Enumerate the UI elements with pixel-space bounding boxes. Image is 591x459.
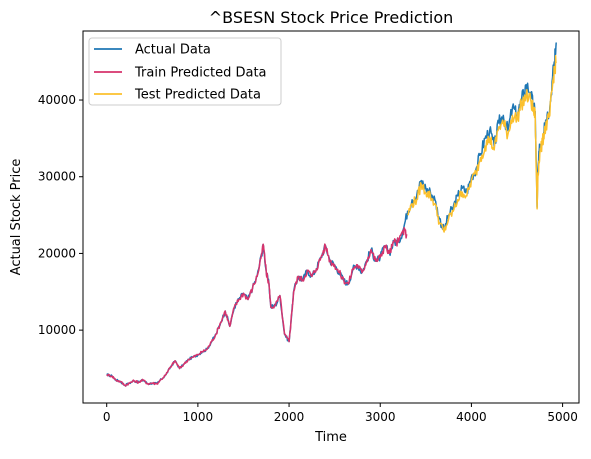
- y-tick-label: 40000: [38, 93, 76, 107]
- y-tick-label: 10000: [38, 323, 76, 337]
- series-line-train: [106, 227, 408, 387]
- x-tick-label: 5000: [547, 410, 578, 424]
- legend-label-train: Train Predicted Data: [134, 66, 267, 81]
- y-tick-label: 30000: [38, 170, 76, 184]
- legend-box: [88, 37, 282, 106]
- plot-frame: [82, 30, 580, 404]
- x-tick-label: 2000: [274, 410, 305, 424]
- x-tick-label: 1000: [183, 410, 214, 424]
- x-tick-label: 3000: [365, 410, 396, 424]
- x-tick-label: 4000: [456, 410, 487, 424]
- legend-label-test: Test Predicted Data: [134, 88, 261, 103]
- y-tick-label: 20000: [38, 246, 76, 260]
- series-line-test: [407, 54, 557, 233]
- legend: Actual Data Train Predicted Data Test Pr…: [88, 37, 282, 106]
- y-axis-label: Actual Stock Price: [9, 159, 24, 276]
- legend-label-actual: Actual Data: [135, 43, 211, 58]
- x-tick-label: 0: [103, 410, 111, 424]
- chart-title: ^BSESN Stock Price Prediction: [209, 8, 454, 27]
- x-axis-label: Time: [314, 430, 347, 445]
